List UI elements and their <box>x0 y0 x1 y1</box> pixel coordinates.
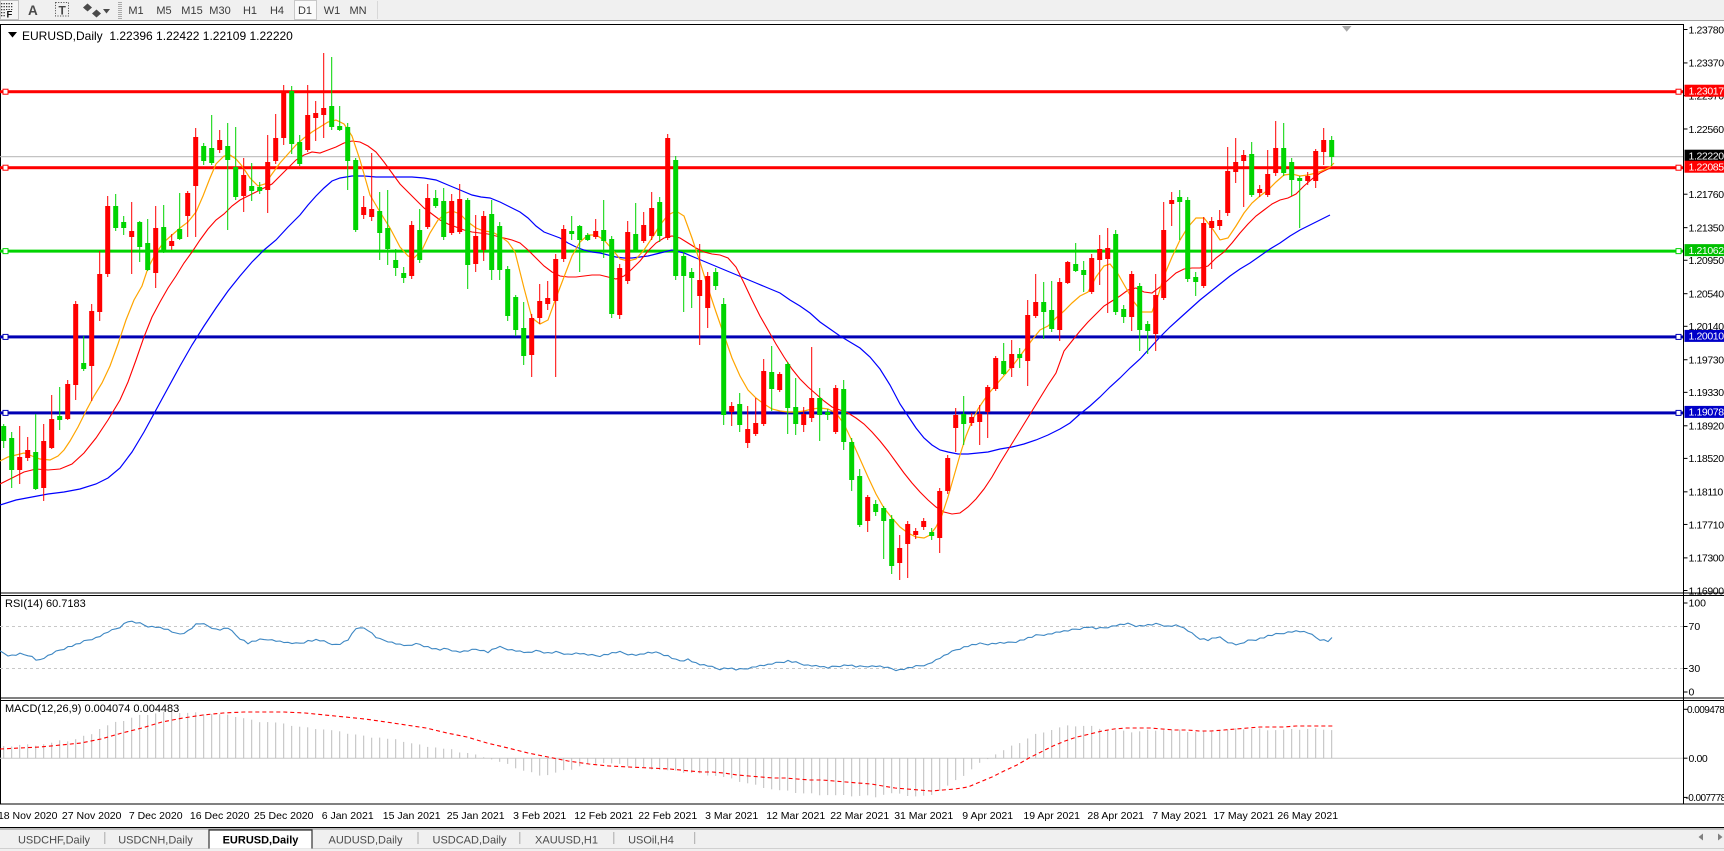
svg-text:7 May 2021: 7 May 2021 <box>1152 810 1207 822</box>
svg-text:1.19330: 1.19330 <box>1689 387 1724 399</box>
svg-text:1.21062: 1.21062 <box>1689 245 1724 257</box>
svg-text:15 Jan 2021: 15 Jan 2021 <box>383 810 441 822</box>
svg-text:1.17300: 1.17300 <box>1689 553 1724 565</box>
svg-text:1.23370: 1.23370 <box>1689 58 1724 70</box>
svg-text:1.22085: 1.22085 <box>1689 162 1724 174</box>
svg-text:USDCAD,Daily: USDCAD,Daily <box>433 835 507 847</box>
svg-text:H4: H4 <box>270 5 284 17</box>
svg-text:1.22220: 1.22220 <box>1689 151 1724 163</box>
svg-text:EURUSD,Daily: EURUSD,Daily <box>223 835 300 847</box>
svg-text:-0.007778: -0.007778 <box>1686 793 1724 804</box>
svg-text:1.20540: 1.20540 <box>1689 288 1724 300</box>
svg-text:MACD(12,26,9) 0.004074 0.00448: MACD(12,26,9) 0.004074 0.004483 <box>5 703 179 715</box>
svg-text:25 Jan 2021: 25 Jan 2021 <box>447 810 505 822</box>
svg-text:RSI(14) 60.7183: RSI(14) 60.7183 <box>5 598 86 610</box>
svg-text:1.19730: 1.19730 <box>1689 355 1724 367</box>
svg-text:0: 0 <box>1689 687 1695 699</box>
svg-text:1.21350: 1.21350 <box>1689 222 1724 234</box>
svg-text:MN: MN <box>349 5 366 17</box>
svg-text:EURUSD,Daily 1.22396 1.22422: EURUSD,Daily 1.22396 1.22422 1.22109 1.2… <box>22 29 293 43</box>
svg-text:25 Dec 2020: 25 Dec 2020 <box>254 810 314 822</box>
svg-text:H1: H1 <box>243 5 257 17</box>
svg-text:1.22560: 1.22560 <box>1689 124 1724 136</box>
svg-text:D1: D1 <box>298 5 312 17</box>
svg-text:3 Feb 2021: 3 Feb 2021 <box>513 810 566 822</box>
svg-text:3 Mar 2021: 3 Mar 2021 <box>705 810 758 822</box>
svg-text:12 Mar 2021: 12 Mar 2021 <box>766 810 825 822</box>
svg-text:7 Dec 2020: 7 Dec 2020 <box>129 810 183 822</box>
svg-text:26 May 2021: 26 May 2021 <box>1277 810 1338 822</box>
svg-text:30: 30 <box>1689 663 1701 675</box>
svg-text:1.19078: 1.19078 <box>1689 407 1724 419</box>
svg-text:1.23780: 1.23780 <box>1689 24 1724 36</box>
svg-text:T: T <box>59 4 67 18</box>
svg-text:1.18520: 1.18520 <box>1689 453 1724 465</box>
svg-text:W1: W1 <box>324 5 341 17</box>
svg-text:22 Feb 2021: 22 Feb 2021 <box>638 810 697 822</box>
svg-text:M1: M1 <box>128 5 143 17</box>
svg-text:USDCNH,Daily: USDCNH,Daily <box>118 835 193 847</box>
svg-text:AUDUSD,Daily: AUDUSD,Daily <box>329 835 403 847</box>
svg-text:31 Mar 2021: 31 Mar 2021 <box>894 810 953 822</box>
svg-text:70: 70 <box>1689 621 1701 633</box>
svg-text:1.16900: 1.16900 <box>1689 585 1724 597</box>
svg-text:1.23017: 1.23017 <box>1689 86 1724 98</box>
svg-text:A: A <box>28 3 38 18</box>
svg-text:1.21760: 1.21760 <box>1689 189 1724 201</box>
svg-text:1.20950: 1.20950 <box>1689 255 1724 267</box>
svg-text:9 Apr 2021: 9 Apr 2021 <box>962 810 1013 822</box>
svg-text:M5: M5 <box>156 5 171 17</box>
svg-text:22 Mar 2021: 22 Mar 2021 <box>830 810 889 822</box>
svg-text:M30: M30 <box>209 5 230 17</box>
svg-text:1.18110: 1.18110 <box>1689 487 1724 499</box>
svg-text:12 Feb 2021: 12 Feb 2021 <box>574 810 633 822</box>
svg-text:0.00: 0.00 <box>1689 753 1708 765</box>
svg-text:USDCHF,Daily: USDCHF,Daily <box>18 835 91 847</box>
svg-text:27 Nov 2020: 27 Nov 2020 <box>62 810 122 822</box>
svg-text:M15: M15 <box>181 5 202 17</box>
svg-text:6 Jan 2021: 6 Jan 2021 <box>322 810 374 822</box>
svg-text:100: 100 <box>1689 598 1707 610</box>
svg-text:1.17710: 1.17710 <box>1689 519 1724 531</box>
svg-text:XAUUSD,H1: XAUUSD,H1 <box>535 835 598 847</box>
svg-text:1.20010: 1.20010 <box>1689 331 1724 343</box>
svg-text:F: F <box>7 10 13 21</box>
svg-text:19 Apr 2021: 19 Apr 2021 <box>1023 810 1080 822</box>
svg-text:0.009478: 0.009478 <box>1687 705 1724 716</box>
svg-text:1.18920: 1.18920 <box>1689 421 1724 433</box>
svg-text:16 Dec 2020: 16 Dec 2020 <box>190 810 250 822</box>
svg-text:28 Apr 2021: 28 Apr 2021 <box>1087 810 1144 822</box>
svg-text:USOil,H4: USOil,H4 <box>628 835 674 847</box>
svg-text:18 Nov 2020: 18 Nov 2020 <box>0 810 58 822</box>
svg-text:17 May 2021: 17 May 2021 <box>1213 810 1274 822</box>
